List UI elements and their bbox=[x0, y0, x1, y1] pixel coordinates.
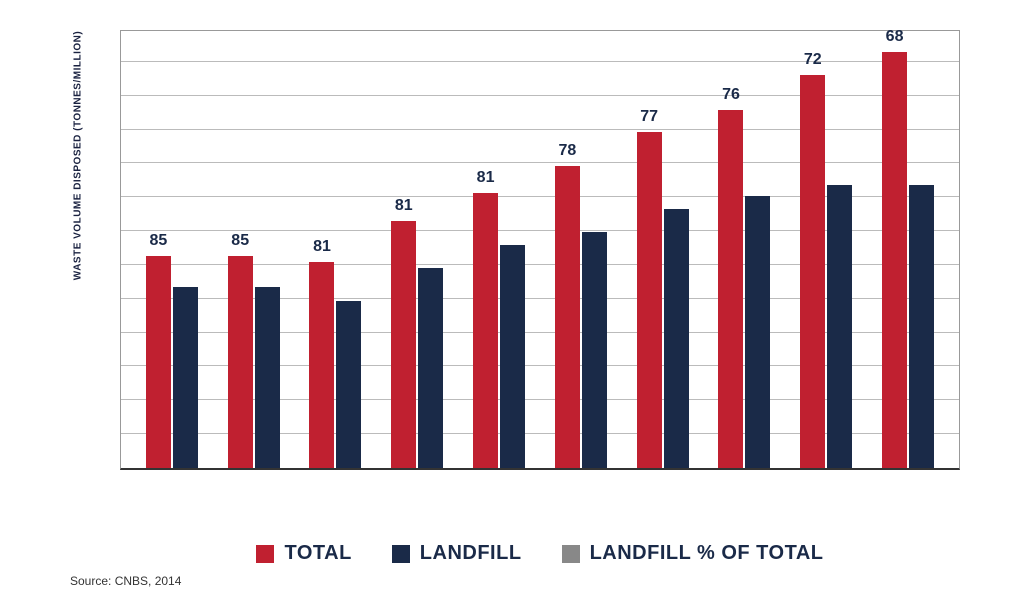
legend-item-pct: LANDFILL % OF TOTAL bbox=[562, 542, 824, 565]
bar-group: 68 bbox=[882, 52, 934, 468]
bar-total: 85 bbox=[146, 256, 171, 468]
legend-label-landfill: LANDFILL bbox=[420, 542, 522, 565]
bar-group: 81 bbox=[309, 262, 361, 468]
plot-area: 85858181817877767268 bbox=[120, 30, 960, 470]
chart-container: 85858181817877767268 bbox=[120, 30, 960, 510]
bar-landfill bbox=[173, 287, 198, 468]
y-axis-label: WASTE VOLUME DISPOSED (TONNES/MILLION) bbox=[73, 31, 84, 280]
bar-total: 72 bbox=[800, 75, 825, 468]
bar-total: 81 bbox=[309, 262, 334, 468]
bar-group: 77 bbox=[637, 132, 689, 468]
bars-wrapper: 85858181817877767268 bbox=[121, 31, 959, 468]
bar-landfill bbox=[582, 232, 607, 468]
bar-total: 78 bbox=[555, 166, 580, 468]
legend: TOTAL LANDFILL LANDFILL % OF TOTAL bbox=[120, 542, 960, 565]
pct-label: 68 bbox=[886, 28, 904, 46]
pct-label: 85 bbox=[231, 232, 249, 250]
legend-label-total: TOTAL bbox=[284, 542, 351, 565]
bar-total: 85 bbox=[228, 256, 253, 468]
bar-landfill bbox=[664, 209, 689, 468]
bar-landfill bbox=[827, 185, 852, 468]
legend-item-total: TOTAL bbox=[256, 542, 351, 565]
bar-landfill bbox=[909, 185, 934, 468]
bar-group: 78 bbox=[555, 166, 607, 468]
bar-group: 81 bbox=[473, 193, 525, 468]
pct-label: 72 bbox=[804, 51, 822, 69]
bar-total: 68 bbox=[882, 52, 907, 468]
pct-label: 81 bbox=[313, 238, 331, 256]
pct-label: 81 bbox=[477, 169, 495, 187]
bar-landfill bbox=[255, 287, 280, 468]
pct-label: 77 bbox=[640, 108, 658, 126]
legend-label-pct: LANDFILL % OF TOTAL bbox=[590, 542, 824, 565]
bar-total: 76 bbox=[718, 110, 743, 468]
bar-landfill bbox=[418, 268, 443, 468]
bar-group: 76 bbox=[718, 110, 770, 468]
bar-total: 81 bbox=[391, 221, 416, 468]
pct-label: 76 bbox=[722, 86, 740, 104]
legend-swatch-total bbox=[256, 545, 274, 563]
bar-landfill bbox=[745, 196, 770, 468]
bar-group: 81 bbox=[391, 221, 443, 468]
bar-landfill bbox=[336, 301, 361, 468]
bar-total: 81 bbox=[473, 193, 498, 468]
pct-label: 81 bbox=[395, 197, 413, 215]
legend-item-landfill: LANDFILL bbox=[392, 542, 522, 565]
source-text: Source: CNBS, 2014 bbox=[70, 574, 181, 588]
bar-group: 85 bbox=[146, 256, 198, 468]
bar-group: 72 bbox=[800, 75, 852, 468]
bar-total: 77 bbox=[637, 132, 662, 468]
bar-group: 85 bbox=[228, 256, 280, 468]
legend-swatch-pct bbox=[562, 545, 580, 563]
pct-label: 78 bbox=[558, 142, 576, 160]
pct-label: 85 bbox=[149, 232, 167, 250]
bar-landfill bbox=[500, 245, 525, 468]
legend-swatch-landfill bbox=[392, 545, 410, 563]
